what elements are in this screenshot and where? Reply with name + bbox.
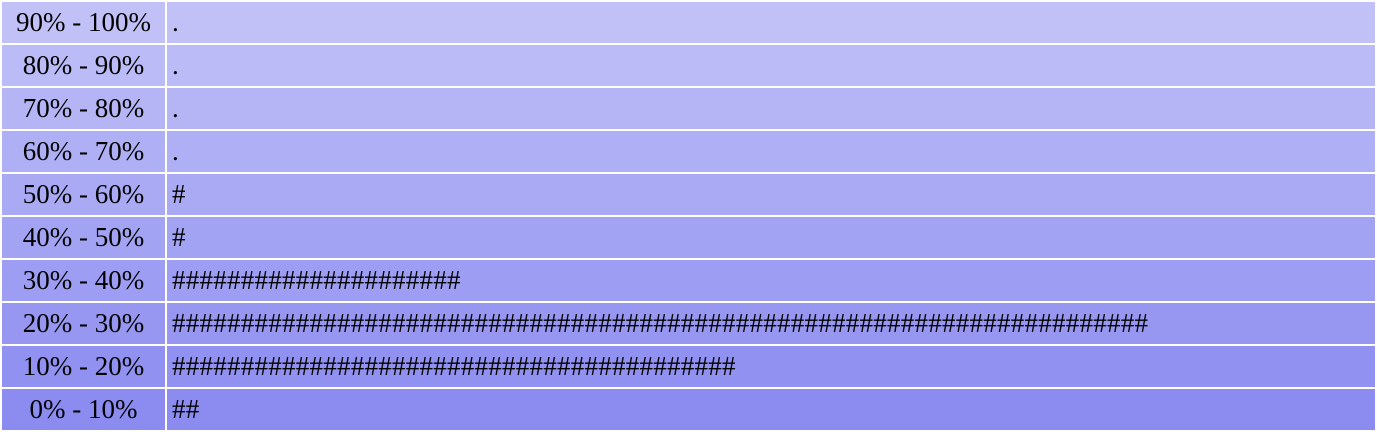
range-label: 20% - 30% — [2, 303, 165, 344]
histogram-row: 40% - 50% # — [2, 217, 1375, 258]
range-label: 40% - 50% — [2, 217, 165, 258]
bar-glyphs: # — [167, 174, 1375, 215]
bar-glyphs: ## — [167, 389, 1375, 430]
bar-glyphs: . — [167, 88, 1375, 129]
histogram-row: 80% - 90% . — [2, 45, 1375, 86]
histogram-row: 0% - 10% ## — [2, 389, 1375, 430]
histogram-row: 50% - 60% # — [2, 174, 1375, 215]
histogram-row: 60% - 70% . — [2, 131, 1375, 172]
histogram-row: 10% - 20% ##############################… — [2, 346, 1375, 387]
range-label: 0% - 10% — [2, 389, 165, 430]
histogram-row: 20% - 30% ##############################… — [2, 303, 1375, 344]
bar-glyphs: . — [167, 131, 1375, 172]
range-label: 70% - 80% — [2, 88, 165, 129]
range-label: 60% - 70% — [2, 131, 165, 172]
bar-glyphs: ########################################… — [167, 346, 1375, 387]
histogram-row: 90% - 100% . — [2, 2, 1375, 43]
bar-glyphs: . — [167, 2, 1375, 43]
range-label: 50% - 60% — [2, 174, 165, 215]
range-label: 10% - 20% — [2, 346, 165, 387]
range-label: 30% - 40% — [2, 260, 165, 301]
range-label: 80% - 90% — [2, 45, 165, 86]
bar-glyphs: ########################################… — [167, 303, 1375, 344]
range-label: 90% - 100% — [2, 2, 165, 43]
histogram-row: 70% - 80% . — [2, 88, 1375, 129]
bar-glyphs: . — [167, 45, 1375, 86]
histogram-row: 30% - 40% ##################### — [2, 260, 1375, 301]
bar-glyphs: # — [167, 217, 1375, 258]
bar-glyphs: ##################### — [167, 260, 1375, 301]
